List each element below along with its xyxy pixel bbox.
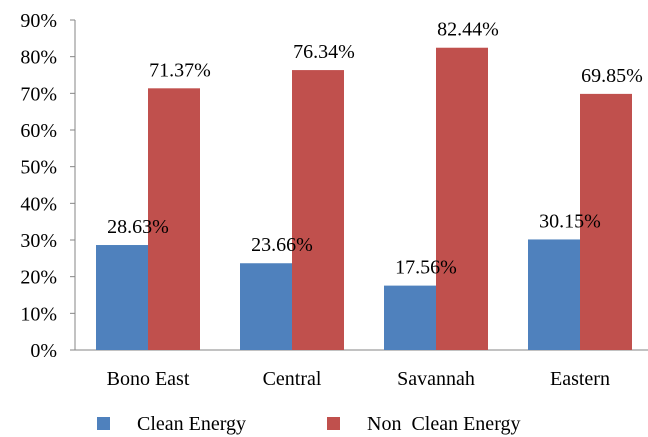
legend: Clean Energy Non Clean Energy [97, 413, 521, 435]
y-axis-ticks: 0% 10% 20% 30% 40% 50% 60% 70% 80% 90% [20, 10, 75, 362]
legend-swatch [97, 417, 110, 430]
category-label: Central [263, 368, 322, 390]
data-label: 82.44% [437, 19, 499, 41]
category-label: Eastern [550, 368, 610, 390]
y-tick-label: 90% [20, 10, 57, 32]
y-tick-label: 30% [20, 230, 57, 252]
data-label: 17.56% [395, 257, 457, 279]
y-tick-label: 20% [20, 267, 57, 289]
legend-label: Clean Energy [137, 413, 246, 435]
y-tick-label: 70% [20, 83, 57, 105]
bars-group [96, 47, 632, 350]
bar-clean-3 [528, 239, 580, 350]
legend-label: Non Clean Energy [367, 413, 521, 435]
data-label: 76.34% [293, 41, 355, 63]
bar-clean-1 [240, 263, 292, 350]
y-tick-label: 50% [20, 157, 57, 179]
bar-non-clean-1 [292, 70, 344, 350]
category-label: Savannah [397, 368, 475, 390]
category-label: Bono East [107, 368, 190, 390]
category-labels-group: Bono East Central Savannah Eastern [107, 368, 610, 390]
bar-non-clean-3 [580, 93, 632, 350]
data-labels-group: 28.63% 71.37% 23.66% 76.34% 17.56% 82.44% 30.1… [107, 19, 643, 279]
data-label: 30.15% [539, 210, 601, 232]
data-label: 69.85% [581, 65, 643, 87]
y-tick-label: 0% [30, 340, 57, 362]
y-tick-label: 10% [20, 303, 57, 325]
bar-clean-0 [96, 245, 148, 350]
data-label: 23.66% [251, 234, 313, 256]
y-tick-label: 60% [20, 120, 57, 142]
y-tick-label: 80% [20, 47, 57, 69]
legend-swatch [327, 417, 340, 430]
bar-non-clean-0 [148, 88, 200, 350]
y-tick-label: 40% [20, 193, 57, 215]
data-label: 71.37% [149, 59, 211, 81]
bar-clean-2 [384, 285, 436, 350]
data-label: 28.63% [107, 216, 169, 238]
bar-non-clean-2 [436, 47, 488, 350]
